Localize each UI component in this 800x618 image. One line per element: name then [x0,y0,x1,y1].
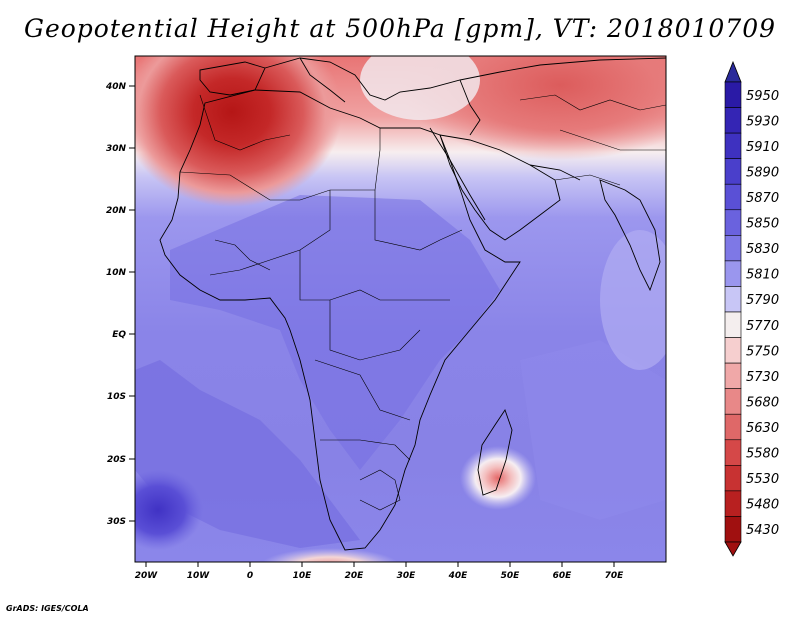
lon-label: 40E [448,571,469,581]
light-patch-east [600,230,666,370]
colorbar-label: 5930 [746,114,779,129]
colorbar-bottom-arrow [724,541,742,557]
colorbar-label: 5870 [746,191,779,206]
colorbar-swatch [724,516,742,543]
colorbar: 5950 5930 5910 5890 5870 5850 5830 5810 5790 5770… [724,60,779,557]
colorbar-label: 5850 [746,217,779,232]
colorbar-swatch [724,490,742,517]
colorbar-swatch [724,158,742,185]
colorbar-top-arrow [724,60,742,83]
colorbar-label: 5630 [746,421,779,436]
colorbar-label: 5790 [746,293,779,308]
lat-label: 30S [107,517,126,527]
lon-label: 30E [397,571,417,581]
colorbar-label: 5530 [746,472,779,487]
lat-label: 20S [107,455,126,465]
southern-red-patch [261,548,399,562]
colorbar-swatch [724,132,742,159]
colorbar-label: 5580 [746,447,779,462]
colorbar-swatch [724,439,742,466]
colorbar-label: 5830 [746,242,779,257]
latitude-axis: 40N 30N 20N 10N EQ 10S 20S 30S [105,82,135,527]
lon-label: 0 [247,571,253,581]
colorbar-swatch [724,183,742,211]
height-field [135,56,666,562]
lon-label: 50E [501,571,521,581]
colorbar-swatch [724,235,742,262]
colorbar-swatch [724,311,742,338]
longitude-axis: 20W 10W 0 10E 20E 30E 40E 50E 60E 70E [135,562,624,581]
colorbar-swatch [724,413,742,441]
coastlines [159,57,666,551]
lat-label: EQ [112,330,126,340]
lon-label: 10E [293,571,313,581]
indian-ocean-shading [520,340,666,520]
lat-label: 20N [106,206,127,216]
colorbar-swatch [724,286,742,313]
colorbar-label: 5770 [746,319,779,334]
lat-label: 10N [106,268,127,278]
colorbar-label: 5910 [746,140,779,155]
low-northwest [135,56,342,207]
colorbar-swatch [724,260,742,287]
colorbar-label: 5730 [746,370,779,385]
lon-label: 70E [605,571,625,581]
colorbar-swatch [724,81,742,108]
country-borders [179,94,666,511]
colorbar-label: 5750 [746,344,779,359]
white-pocket-med [360,56,480,120]
colorbar-swatch [724,209,742,236]
chart-title: Geopotential Height at 500hPa [gpm], VT:… [23,14,777,43]
colorbar-label: 5680 [746,395,779,410]
colorbar-label: 5480 [746,498,779,513]
lat-label: 10S [107,392,126,402]
plot-frame [134,55,667,563]
lon-label: 20W [135,571,159,581]
deep-low-southwest [135,470,203,550]
colorbar-swatch [724,465,742,492]
lat-label: 30N [106,144,127,154]
lat-label: 40N [105,82,127,92]
colorbar-swatch [724,337,742,364]
lon-label: 10W [187,571,211,581]
continent-interior-shading [170,195,500,470]
colorbar-swatch [724,107,742,134]
colorbar-label: 5890 [746,165,779,180]
lon-label: 60E [553,571,573,581]
colorbar-swatch [724,362,742,389]
cyclone-madagascar [460,446,536,510]
colorbar-label: 5430 [746,523,779,538]
colorbar-label: 5810 [746,268,779,283]
colorbar-label: 5950 [746,89,779,104]
grads-credit: GrADS: IGES/COLA [6,604,89,613]
colorbar-swatch [724,388,742,415]
lon-label: 20E [345,571,365,581]
